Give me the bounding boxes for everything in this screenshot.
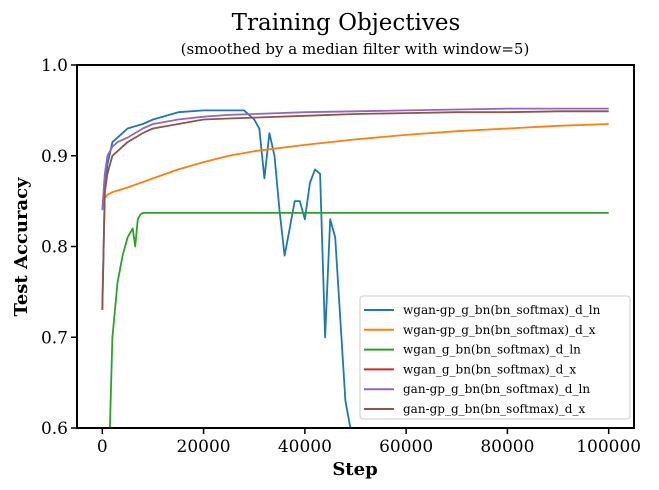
x-tick-label: 0 bbox=[97, 437, 108, 457]
series-line-4 bbox=[101, 107, 609, 211]
series-line-2 bbox=[109, 211, 609, 428]
y-tick-label: 0.6 bbox=[41, 419, 68, 439]
y-tick-label: 1.0 bbox=[41, 56, 68, 76]
legend-entry-label: gan-gp_g_bn(bn_softmax)_d_x bbox=[403, 402, 585, 416]
series-line-0 bbox=[101, 109, 352, 428]
legend-items: wgan-gp_g_bn(bn_softmax)_d_ln wgan-gp_g_b… bbox=[364, 303, 601, 416]
chart-subtitle: (smoothed by a median filter with window… bbox=[181, 40, 530, 58]
legend: wgan-gp_g_bn(bn_softmax)_d_ln wgan-gp_g_b… bbox=[359, 295, 631, 420]
legend-entry-label: wgan-gp_g_bn(bn_softmax)_d_ln bbox=[403, 303, 601, 317]
chart-title: Training Objectives bbox=[232, 10, 461, 36]
x-tick-label: 40000 bbox=[278, 437, 332, 457]
x-tick-label: 60000 bbox=[379, 437, 433, 457]
ticks-layer: 0 20000 40000 60000 80000 100000 0.6 0.7 0.8 0.9 1… bbox=[41, 56, 641, 457]
x-tick-label: 20000 bbox=[177, 437, 231, 457]
legend-box bbox=[359, 295, 631, 420]
series-line-1 bbox=[101, 123, 609, 202]
y-tick-label: 0.8 bbox=[41, 238, 68, 258]
legend-entry-label: gan-gp_g_bn(bn_softmax)_d_ln bbox=[403, 382, 590, 396]
plot-frame bbox=[76, 64, 635, 429]
x-tick-label: 100000 bbox=[576, 437, 641, 457]
plot-area: 0 20000 40000 60000 80000 100000 0.6 0.7 0.8 0.9 1… bbox=[41, 56, 641, 457]
y-tick-label: 0.9 bbox=[41, 147, 68, 167]
y-tick-label: 0.7 bbox=[41, 328, 68, 348]
series-layer bbox=[101, 107, 609, 428]
legend-entry-label: wgan_g_bn(bn_softmax)_d_x bbox=[403, 362, 576, 376]
legend-entry-label: wgan-gp_g_bn(bn_softmax)_d_x bbox=[403, 323, 596, 337]
series-line-5 bbox=[101, 110, 609, 311]
y-axis-label: Test Accuracy bbox=[11, 177, 32, 317]
x-tick-label: 80000 bbox=[480, 437, 534, 457]
legend-entry-label: wgan_g_bn(bn_softmax)_d_ln bbox=[403, 343, 581, 357]
x-axis-label: Step bbox=[332, 459, 377, 480]
